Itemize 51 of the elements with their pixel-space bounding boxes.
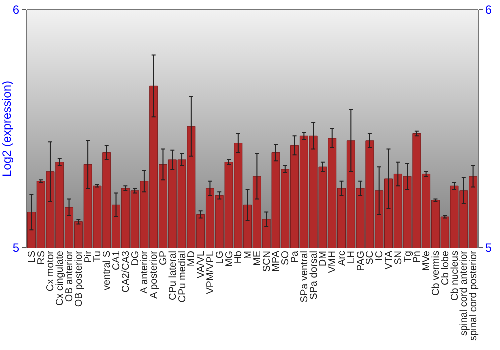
x-tick-label: SN bbox=[393, 251, 404, 265]
x-tick-label: Cb lobe bbox=[440, 250, 452, 286]
x-tick-label: SO bbox=[280, 250, 292, 266]
x-tick-label: LG bbox=[214, 250, 226, 264]
x-tick-label: OB posterior bbox=[74, 250, 85, 308]
x-tick-label: Pir bbox=[83, 250, 94, 264]
x-tick-label: VA/VL bbox=[196, 250, 208, 279]
x-tick-label: Cb vermis bbox=[430, 251, 442, 296]
x-tick-label: MPA bbox=[271, 250, 282, 272]
x-tick-label: SPa dorsal bbox=[308, 251, 320, 300]
x-tick-label: CPu lateral bbox=[168, 251, 179, 300]
x-tick-label: spinal cord anterior bbox=[459, 250, 470, 336]
x-tick-label: VMH bbox=[328, 251, 339, 274]
y2-tick-label: 5 bbox=[485, 241, 492, 256]
x-tick-label: A anterior bbox=[140, 250, 151, 294]
x-tick-label: Pn bbox=[412, 251, 424, 264]
x-tick-label: ME bbox=[252, 250, 264, 266]
x-tick-label: Cx motor bbox=[46, 250, 57, 292]
x-tick-label: spinal cord posterior bbox=[468, 250, 480, 342]
x-tick-label: OB anterior bbox=[64, 250, 76, 302]
x-tick-label: Tu bbox=[92, 251, 104, 262]
x-tick-label: SC bbox=[365, 251, 376, 265]
x-tick-label: DG bbox=[130, 250, 142, 266]
x-tick-label: SPa ventral bbox=[299, 251, 310, 303]
x-tick-label: PAG bbox=[356, 250, 367, 272]
x-tick-label: RS bbox=[36, 250, 48, 265]
x-tick-label: A posterior bbox=[149, 250, 160, 299]
x-tick-label: MD bbox=[186, 251, 198, 267]
x-tick-label: DM bbox=[318, 251, 330, 267]
x-tick-label: Pa bbox=[290, 250, 302, 264]
y-axis-title: Log2 (expression) bbox=[0, 80, 14, 178]
x-tick-label: M bbox=[243, 251, 254, 260]
x-tick-label: IC bbox=[374, 251, 386, 261]
x-tick-label: Tg bbox=[402, 251, 414, 263]
x-tick-label: LS bbox=[26, 250, 38, 264]
x-tick-label: CPu medial bbox=[177, 251, 188, 303]
x-tick-label: MG bbox=[224, 250, 236, 268]
y2-tick-label: 6 bbox=[485, 3, 492, 18]
x-tick-label: Cx cingulate bbox=[55, 250, 66, 306]
x-tick-label: Hb bbox=[234, 250, 245, 264]
x-tick-label: CA1 bbox=[112, 250, 123, 270]
x-tick-label: Cb nucleus bbox=[450, 251, 461, 302]
x-tick-label: ventral S bbox=[102, 250, 114, 290]
x-tick-label: SCN bbox=[262, 251, 273, 272]
x-tick-label: LH bbox=[346, 251, 358, 264]
x-tick-label: Arc bbox=[337, 251, 348, 266]
x-tick-label: VPM/VPL bbox=[205, 250, 216, 294]
x-tick-label: GP bbox=[158, 250, 170, 266]
x-tick-label: MVe bbox=[422, 250, 433, 272]
x-tick-label: CA2/CA3 bbox=[120, 250, 132, 293]
x-tick-label: VTA bbox=[384, 250, 395, 270]
